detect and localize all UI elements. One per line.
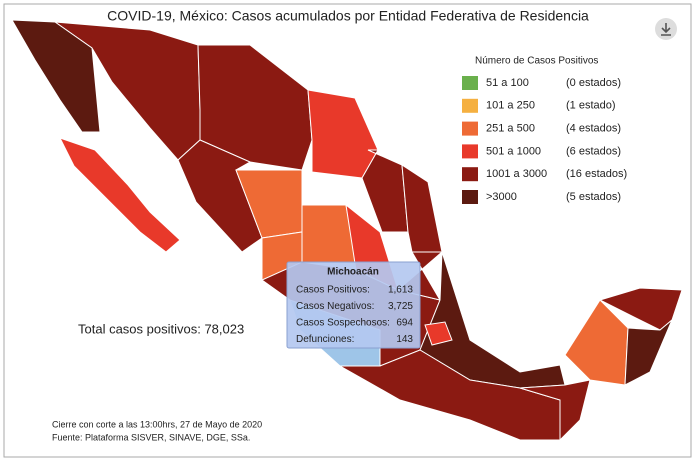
tooltip-label: Casos Negativos: — [296, 301, 374, 312]
legend-count: (16 estados) — [566, 168, 627, 180]
footer-source: Fuente: Plataforma SISVER, SINAVE, DGE, … — [52, 432, 250, 442]
legend-swatch — [462, 190, 478, 204]
legend-range: 501 a 1000 — [486, 145, 541, 157]
legend-count: (6 estados) — [566, 145, 621, 157]
legend-count: (5 estados) — [566, 191, 621, 203]
tooltip-box — [286, 261, 421, 349]
tooltip-value: 1,613 — [388, 285, 413, 296]
footer-note: Cierre con corte a las 13:00hrs, 27 de M… — [52, 419, 262, 429]
tooltip-value: 143 — [396, 334, 413, 345]
legend: 51 a 100 (0 estados) 101 a 250 (1 estado) 25… — [462, 76, 627, 204]
legend-range: 1001 a 3000 — [486, 168, 547, 180]
tooltip-title: Michoacán — [327, 267, 379, 278]
tooltip-value: 3,725 — [388, 301, 413, 312]
tooltip: Casos Positivos: 1,613 Casos Negativos: 3,7… — [296, 285, 413, 346]
legend-count: (1 estado) — [566, 100, 616, 112]
tooltip-label: Casos Sospechosos: — [296, 318, 390, 329]
tooltip-value: 694 — [396, 318, 413, 329]
legend-range: 51 a 100 — [486, 77, 529, 89]
legend-swatch — [462, 167, 478, 182]
tooltip-label: Casos Positivos: — [296, 285, 370, 296]
legend-swatch — [462, 76, 478, 90]
legend-title: Número de Casos Positivos — [475, 56, 598, 67]
legend-range: 251 a 500 — [486, 123, 535, 135]
tooltip-label: Defunciones: — [296, 334, 354, 345]
legend-swatch — [462, 121, 478, 136]
legend-swatch — [462, 98, 478, 113]
legend-range: 101 a 250 — [486, 100, 535, 112]
total: Total casos positivos: 78,023 — [78, 321, 244, 336]
legend-range: >3000 — [486, 191, 517, 203]
download-button[interactable] — [655, 18, 677, 40]
title: COVID-19, México: Casos acumulados por E… — [107, 8, 589, 24]
legend-count: (4 estados) — [566, 123, 621, 135]
legend-swatch — [462, 144, 478, 159]
legend-count: (0 estados) — [566, 77, 621, 89]
